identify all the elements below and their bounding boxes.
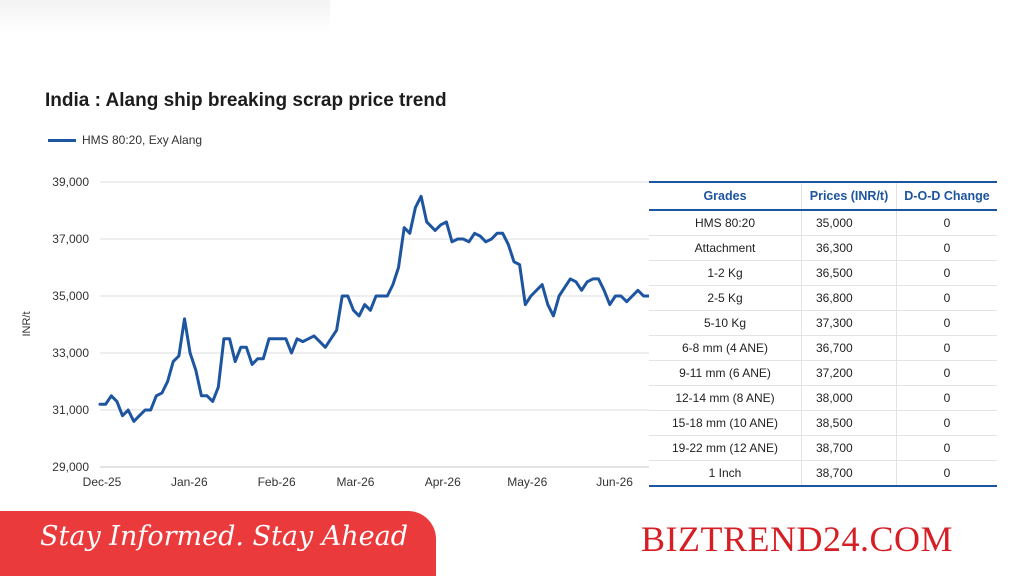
x-tick-label: Feb-26 — [258, 475, 296, 489]
table-row: 19-22 mm (12 ANE) 38,700 0 — [649, 435, 997, 461]
grade-cell: Attachment — [649, 235, 802, 261]
y-tick-label: 29,000 — [52, 460, 89, 474]
table-header-prices: Prices (INR/t) — [801, 181, 897, 211]
x-tick-label: Mar-26 — [336, 475, 374, 489]
table-row: 1-2 Kg 36,500 0 — [649, 260, 997, 286]
price-cell: 38,000 — [801, 385, 897, 411]
dod-change-cell: 0 — [896, 410, 997, 436]
dod-change-cell: 0 — [896, 260, 997, 286]
table-row: 1 Inch 38,700 0 — [649, 460, 997, 487]
dod-change-cell: 0 — [896, 360, 997, 386]
legend-label: HMS 80:20, Exy Alang — [82, 133, 203, 147]
table-row: 2-5 Kg 36,800 0 — [649, 285, 997, 311]
table-row: 9-11 mm (6 ANE) 37,200 0 — [649, 360, 997, 386]
price-cell: 38,500 — [801, 410, 897, 436]
x-tick-label: Dec-25 — [83, 475, 122, 489]
series-line-hms-80-20 — [98, 194, 651, 423]
tagline-banner — [0, 511, 436, 576]
price-cell: 38,700 — [801, 460, 897, 487]
y-axis-label: INR/t — [21, 311, 33, 337]
price-cell: 36,700 — [801, 335, 897, 361]
y-tick-label: 39,000 — [52, 175, 89, 189]
plot-area — [98, 194, 651, 423]
chart-title: India : Alang ship breaking scrap price … — [45, 90, 447, 111]
site-logo-text: BIZTREND24.COM — [641, 519, 953, 559]
grade-cell: 6-8 mm (4 ANE) — [649, 335, 802, 361]
x-tick-label: Apr-26 — [425, 475, 461, 489]
grade-cell: 9-11 mm (6 ANE) — [649, 360, 802, 386]
y-tick-label: 37,000 — [52, 232, 89, 246]
table-row: 5-10 Kg 37,300 0 — [649, 310, 997, 336]
table-row: HMS 80:20 35,000 0 — [649, 210, 997, 236]
table-row: 6-8 mm (4 ANE) 36,700 0 — [649, 335, 997, 361]
y-tick-label: 35,000 — [52, 289, 89, 303]
dod-change-cell: 0 — [896, 385, 997, 411]
dod-change-cell: 0 — [896, 210, 997, 236]
grade-cell: 15-18 mm (10 ANE) — [649, 410, 802, 436]
grade-cell: HMS 80:20 — [649, 210, 802, 236]
y-tick-label: 31,000 — [52, 403, 89, 417]
table-header-dod-change: D-O-D Change — [896, 181, 997, 211]
y-tick-label: 33,000 — [52, 346, 89, 360]
grade-cell: 12-14 mm (8 ANE) — [649, 385, 802, 411]
x-tick-label: Jan-26 — [171, 475, 208, 489]
table-row: 12-14 mm (8 ANE) 38,000 0 — [649, 385, 997, 411]
grade-cell: 1 Inch — [649, 460, 802, 487]
dod-change-cell: 0 — [896, 285, 997, 311]
grade-cell: 5-10 Kg — [649, 310, 802, 336]
dod-change-cell: 0 — [896, 460, 997, 487]
dod-change-cell: 0 — [896, 310, 997, 336]
price-cell: 38,700 — [801, 435, 897, 461]
price-cell: 36,300 — [801, 235, 897, 261]
table-row: 15-18 mm (10 ANE) 38,500 0 — [649, 410, 997, 436]
dod-change-cell: 0 — [896, 235, 997, 261]
dod-change-cell: 0 — [896, 435, 997, 461]
tagline-text: Stay Informed. Stay Ahead — [40, 521, 409, 552]
table-row: Attachment 36,300 0 — [649, 235, 997, 261]
top-background — [0, 0, 330, 34]
grade-cell: 2-5 Kg — [649, 285, 802, 311]
chart-legend: HMS 80:20, Exy Alang — [48, 133, 202, 147]
legend-swatch — [48, 138, 76, 142]
y-axis-ticks: 29,000 31,000 33,000 35,000 37,000 39,000 — [52, 175, 89, 474]
price-cell: 36,500 — [801, 260, 897, 286]
table-header-grades: Grades — [649, 181, 802, 211]
price-cell: 37,200 — [801, 360, 897, 386]
price-cell: 35,000 — [801, 210, 897, 236]
grade-cell: 1-2 Kg — [649, 260, 802, 286]
x-axis-ticks: Dec-25 Jan-26 Feb-26 Mar-26 Apr-26 May-26 Jun-… — [83, 475, 634, 489]
grade-cell: 19-22 mm (12 ANE) — [649, 435, 802, 461]
dod-change-cell: 0 — [896, 335, 997, 361]
price-cell: 36,800 — [801, 285, 897, 311]
price-cell: 37,300 — [801, 310, 897, 336]
grades-price-table: Grades Prices (INR/t) D-O-D Change HMS 8… — [649, 181, 997, 487]
x-tick-label: May-26 — [507, 475, 547, 489]
x-tick-label: Jun-26 — [596, 475, 633, 489]
